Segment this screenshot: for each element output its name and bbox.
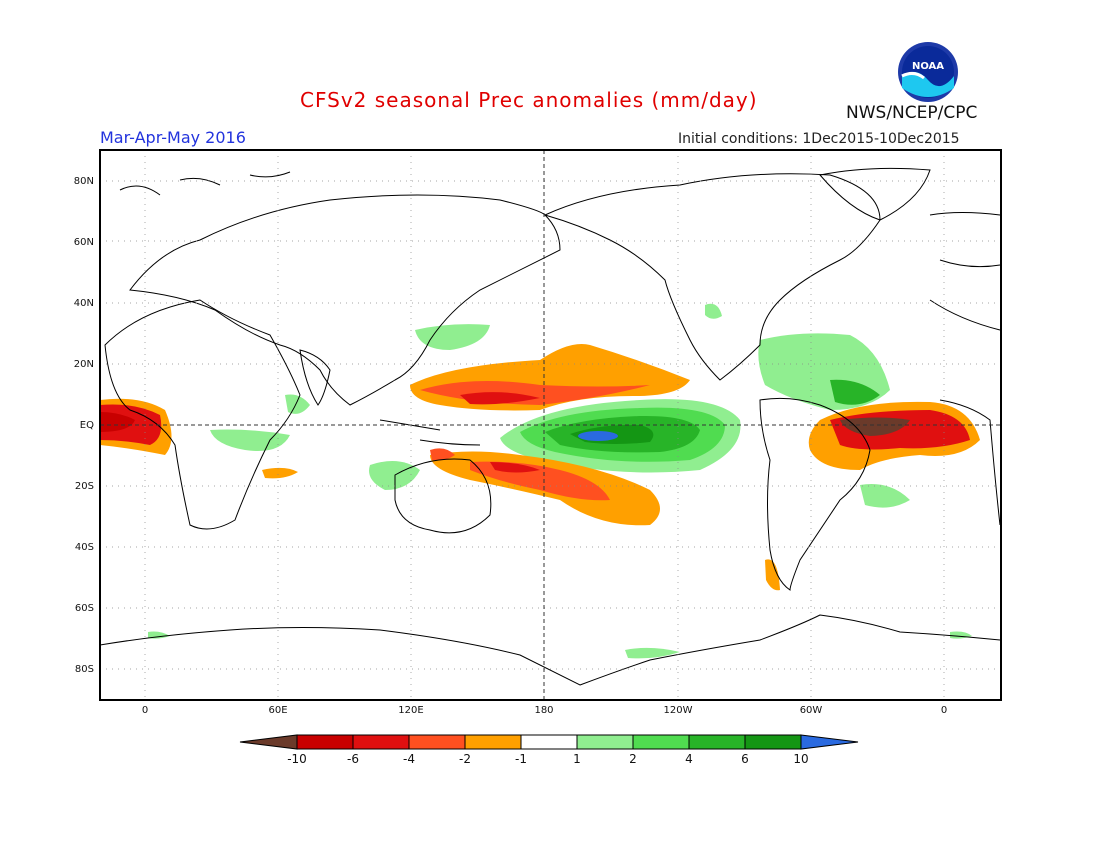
colorbar-segment: [632, 734, 690, 750]
initial-conditions-label: Initial conditions: 1Dec2015-10Dec2015: [678, 131, 960, 147]
colorbar-label: -2: [459, 752, 471, 766]
lon-tick: 0: [941, 705, 947, 716]
colorbar-segment: [688, 734, 746, 750]
lat-tick: 60S: [75, 603, 94, 614]
logo-text: NOAA: [912, 61, 944, 72]
lat-tick: 60N: [74, 237, 94, 248]
colorbar-label: 4: [685, 752, 693, 766]
lon-tick: 60E: [268, 705, 287, 716]
lat-tick: 80N: [74, 176, 94, 187]
colorbar-segment: [464, 734, 522, 750]
colorbar-segment: [296, 734, 354, 750]
colorbar: -10 -6 -4 -2 -1 1 2 4 6 10: [239, 734, 859, 766]
map-title: CFSv2 seasonal Prec anomalies (mm/day): [300, 88, 758, 112]
noaa-logo: NOAA: [898, 42, 958, 102]
lon-tick: 120E: [398, 705, 423, 716]
coastlines: [99, 167, 1001, 686]
reference-lines: [100, 150, 1001, 700]
lat-tick: 40S: [75, 542, 94, 553]
colorbar-label: -1: [515, 752, 527, 766]
colorbar-segment: [576, 734, 634, 750]
longitude-labels: 0 60E 120E 180 120W 60W 0: [142, 705, 947, 716]
colorbar-label: 10: [793, 752, 808, 766]
colorbar-label: -4: [403, 752, 415, 766]
lat-tick: 80S: [75, 664, 94, 675]
lat-tick: 40N: [74, 298, 94, 309]
lon-tick: 120W: [664, 705, 693, 716]
colorbar-label: -6: [347, 752, 359, 766]
lon-tick: 0: [142, 705, 148, 716]
lat-tick: 20N: [74, 359, 94, 370]
colorbar-label: -10: [287, 752, 307, 766]
colorbar-left-arrow: [239, 734, 298, 750]
map-frame: [99, 149, 1002, 701]
organization-label: NWS/NCEP/CPC: [846, 103, 978, 123]
season-label: Mar-Apr-May 2016: [100, 128, 246, 147]
colorbar-label: 6: [741, 752, 749, 766]
colorbar-segment: [744, 734, 802, 750]
lon-tick: 180: [534, 705, 553, 716]
colorbar-label: 1: [573, 752, 581, 766]
latitude-labels: 80N 60N 40N 20N EQ 20S 40S 60S 80S: [74, 176, 94, 675]
lat-tick: 20S: [75, 481, 94, 492]
colorbar-segment: [408, 734, 466, 750]
colorbar-right-arrow: [800, 734, 859, 750]
colorbar-segment: [520, 734, 578, 750]
lat-tick: EQ: [80, 420, 94, 431]
graticule: [100, 150, 1001, 700]
lon-tick: 60W: [800, 705, 823, 716]
colorbar-segment: [352, 734, 410, 750]
anomaly-shading: [100, 303, 980, 659]
colorbar-label: 2: [629, 752, 637, 766]
